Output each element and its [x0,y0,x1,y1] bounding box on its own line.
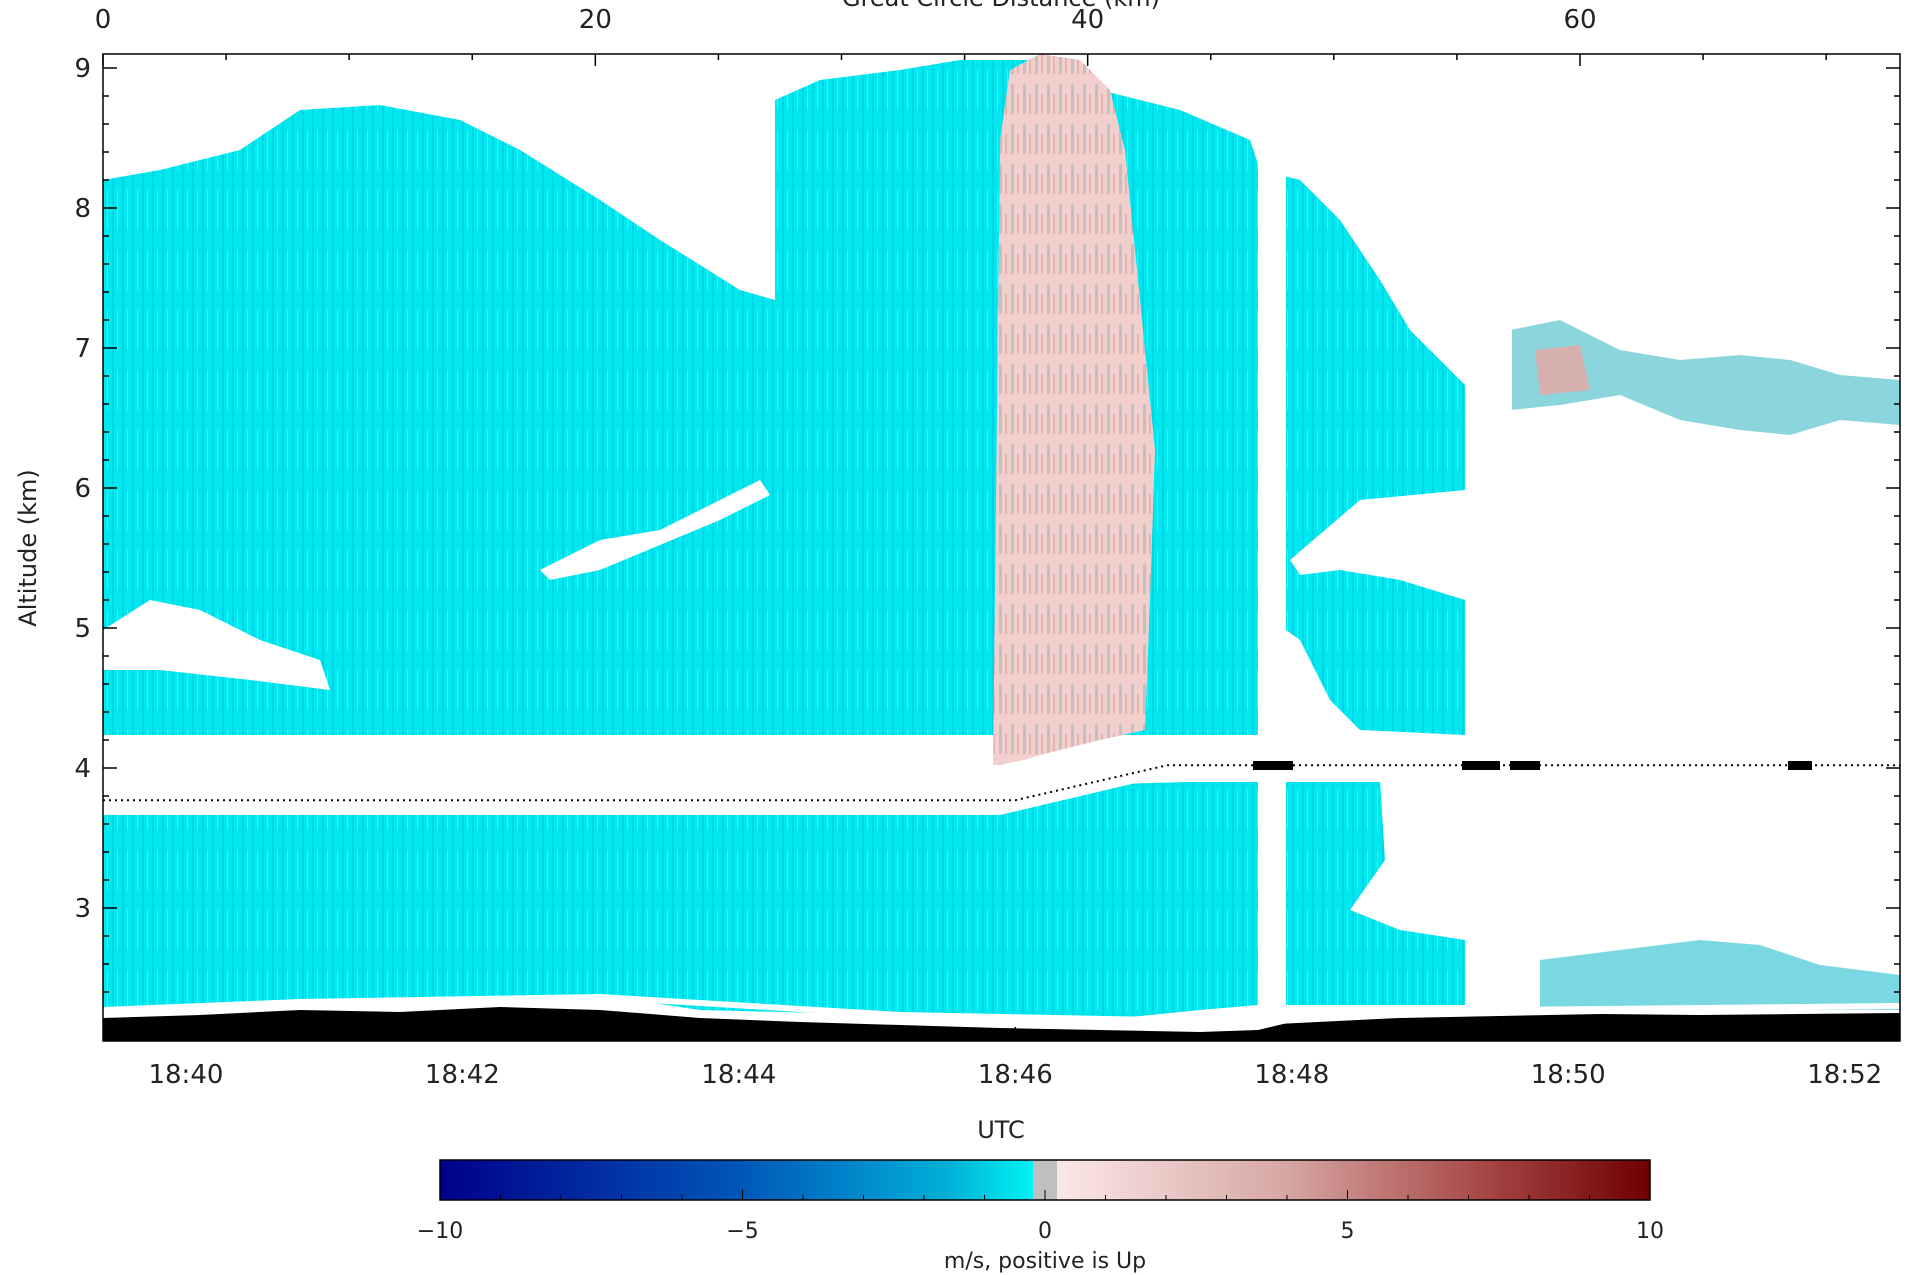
x-tick-label: 18:42 [425,1060,500,1090]
plot-frame [102,53,1901,1042]
x-axis-title: UTC [977,1116,1025,1144]
top-tick-label: 40 [1071,5,1104,35]
colorbar-ticks: −10 −5 0 5 10 [417,1190,1664,1244]
colorbar-title: m/s, positive is Up [944,1249,1146,1274]
top-tick-label: 0 [95,5,112,35]
x-tick-label: 18:48 [1254,1060,1329,1090]
x-tick-label: 18:50 [1531,1060,1606,1090]
top-axis-title: Great Circle Distance (km) [842,0,1160,12]
x-tick-label: 18:46 [978,1060,1053,1090]
lower-echo-region [1258,780,1465,1005]
y-tick-label: 7 [74,334,91,364]
bottom-axis: 18:40 18:42 18:44 18:46 18:48 18:50 18:52 [116,1027,1882,1090]
y-tick-label: 4 [74,754,91,784]
y-tick-label: 8 [74,194,91,224]
y-axis-title: Altitude (km) [14,469,42,626]
lower-echo-region [1540,940,1900,1010]
cloud-gap [540,480,770,580]
ground-highlight [103,993,1900,1026]
y-tick-label: 5 [74,614,91,644]
data-gap [1258,54,1286,1041]
colorbar-tick-label: −10 [417,1219,463,1244]
top-axis: 0 20 40 60 [95,5,1827,66]
flight-marker [1510,761,1540,770]
data-gap [1465,54,1495,1041]
ground-surface [103,1007,1900,1041]
colorbar-tick-label: 5 [1341,1219,1355,1244]
data-gap [1500,54,1512,1041]
colorbar-tick-label: 0 [1038,1219,1052,1244]
top-tick-label: 60 [1563,5,1596,35]
y-tick-label: 3 [74,894,91,924]
cloud-gap [103,600,330,690]
upper-echo-region [1510,320,1900,435]
left-axis: 3 4 5 6 7 8 9 [74,54,117,1021]
upper-echo-region [1535,345,1590,395]
velocity-curtain [103,54,1900,1041]
aircraft-blind-band [103,735,1900,815]
flight-marker [1788,761,1812,770]
y-tick-label: 9 [74,54,91,84]
updraft-column [993,54,1155,770]
colorbar-tick-label: −5 [726,1219,758,1244]
flight-markers [1253,761,1812,770]
x-tick-label: 18:44 [701,1060,776,1090]
flight-marker [1253,761,1293,770]
top-tick-label: 20 [579,5,612,35]
x-tick-label: 18:52 [1807,1060,1882,1090]
right-axis [1886,67,1900,1021]
colorbar: −10 −5 0 5 10 m/s, positive is Up [417,1159,1664,1274]
colorbar-tick-label: 10 [1636,1219,1664,1244]
flight-marker [1462,761,1500,770]
lower-echo-region [103,780,1258,1020]
y-tick-label: 6 [74,474,91,504]
cloud-gap [1290,490,1465,600]
x-tick-label: 18:40 [148,1060,223,1090]
